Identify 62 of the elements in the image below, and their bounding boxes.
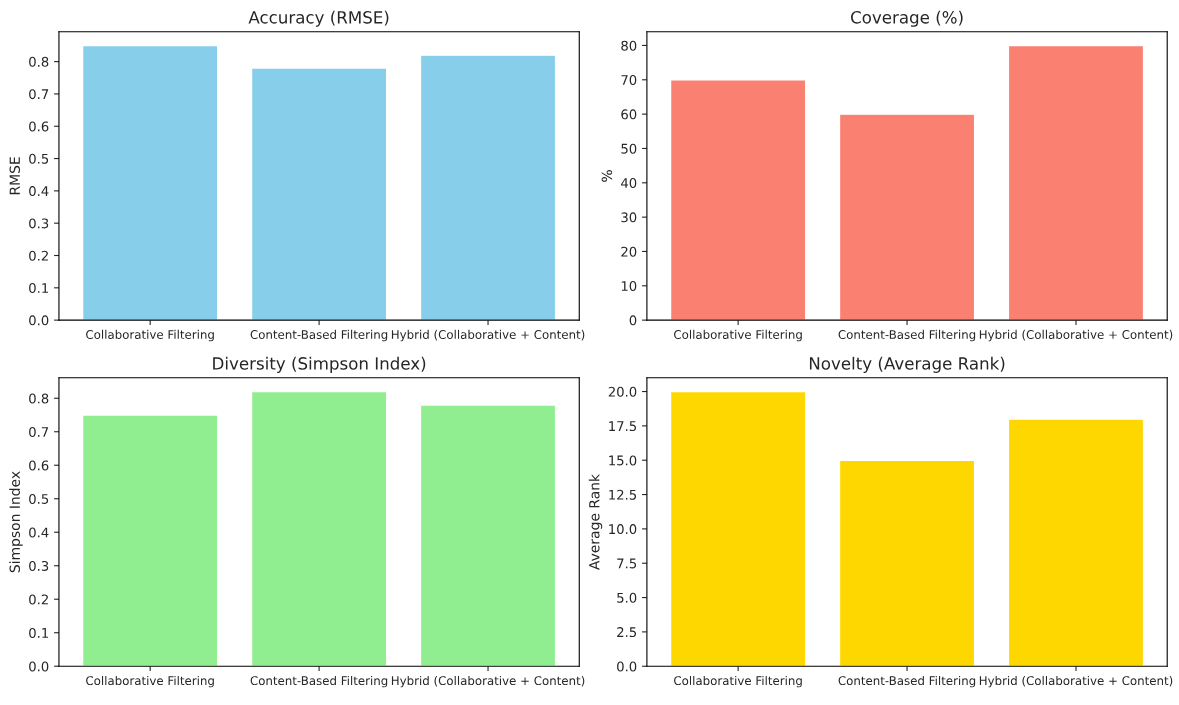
y-tick-label: 10.0 xyxy=(609,524,637,535)
y-tick-label: 0.4 xyxy=(29,527,49,538)
y-tick-label: 0.4 xyxy=(29,186,49,197)
chart-title: Diversity (Simpson Index) xyxy=(213,356,426,373)
y-tick-label: 17.5 xyxy=(609,421,637,432)
y-tick-label: 0.5 xyxy=(29,493,49,504)
y-tick-label: 50 xyxy=(621,143,637,154)
chart-title: Coverage (%) xyxy=(850,10,963,27)
y-tick-label: 0.3 xyxy=(29,560,49,571)
bar xyxy=(1007,44,1145,321)
y-tick-label: 0.7 xyxy=(29,426,49,437)
x-tick-label: Hybrid (Collaborative + Content) xyxy=(391,329,585,342)
y-tick-label: 70 xyxy=(621,75,637,85)
y-axis-title: RMSE xyxy=(9,157,20,195)
y-tick-label: 5.0 xyxy=(617,592,637,603)
y-tick-label: 20 xyxy=(621,246,637,257)
y-axis-title: Average Rank xyxy=(588,473,603,570)
y-tick-label: 30 xyxy=(621,212,637,223)
x-tick-label: Content-Based Filtering xyxy=(838,329,976,342)
y-tick-label: 0.2 xyxy=(29,250,48,261)
chart-title: Accuracy (RMSE) xyxy=(248,10,389,27)
y-tick-label: 0 xyxy=(629,315,637,326)
x-tick-label: Collaborative Filtering xyxy=(86,329,214,342)
y-tick-label: 0.8 xyxy=(29,393,49,404)
x-tick-label: Hybrid (Collaborative + Content) xyxy=(391,675,585,688)
bar xyxy=(838,113,976,321)
y-tick-label: 0.5 xyxy=(29,153,49,164)
y-axis-title: Simpson Index xyxy=(9,471,23,573)
y-tick-label: 0.7 xyxy=(29,89,49,100)
y-tick-label: 80 xyxy=(621,40,637,51)
x-tick-label: Collaborative Filtering xyxy=(674,329,802,342)
x-tick-label: Collaborative Filtering xyxy=(86,675,214,688)
y-tick-label: 2.5 xyxy=(617,627,637,638)
bar xyxy=(669,79,807,321)
y-tick-label: 7.5 xyxy=(617,558,637,569)
y-tick-label: 10 xyxy=(621,281,637,291)
y-tick-label: 0.0 xyxy=(29,661,49,672)
y-tick-label: 0.1 xyxy=(29,627,49,638)
y-tick-label: 20.0 xyxy=(608,386,637,397)
x-tick-label: Hybrid (Collaborative + Content) xyxy=(979,675,1173,688)
x-tick-label: Content-Based Filtering xyxy=(250,675,388,688)
y-axis-title: % xyxy=(601,170,613,182)
bar xyxy=(838,459,976,667)
y-tick-label: 15.0 xyxy=(609,455,637,466)
y-tick-label: 0.0 xyxy=(29,315,49,326)
y-tick-label: 60 xyxy=(621,109,637,120)
x-tick-label: Content-Based Filtering xyxy=(250,329,388,342)
y-tick-label: 0.8 xyxy=(29,56,49,67)
x-tick-label: Collaborative Filtering xyxy=(674,675,802,688)
y-tick-label: 0.6 xyxy=(29,121,49,132)
x-tick-label: Content-Based Filtering xyxy=(838,675,976,688)
y-tick-label: 0.1 xyxy=(29,283,49,294)
y-tick-label: 40 xyxy=(621,178,637,188)
y-tick-label: 0.3 xyxy=(29,218,49,229)
y-tick-label: 0.6 xyxy=(29,460,49,471)
bar xyxy=(669,390,807,667)
x-tick-label: Hybrid (Collaborative + Content) xyxy=(979,329,1173,342)
bar xyxy=(1007,418,1145,667)
y-tick-label: 12.5 xyxy=(609,489,637,500)
chart-title: Novelty (Average Rank) xyxy=(809,356,1005,373)
y-tick-label: 0.2 xyxy=(29,594,48,605)
y-tick-label: 0.0 xyxy=(617,661,637,672)
